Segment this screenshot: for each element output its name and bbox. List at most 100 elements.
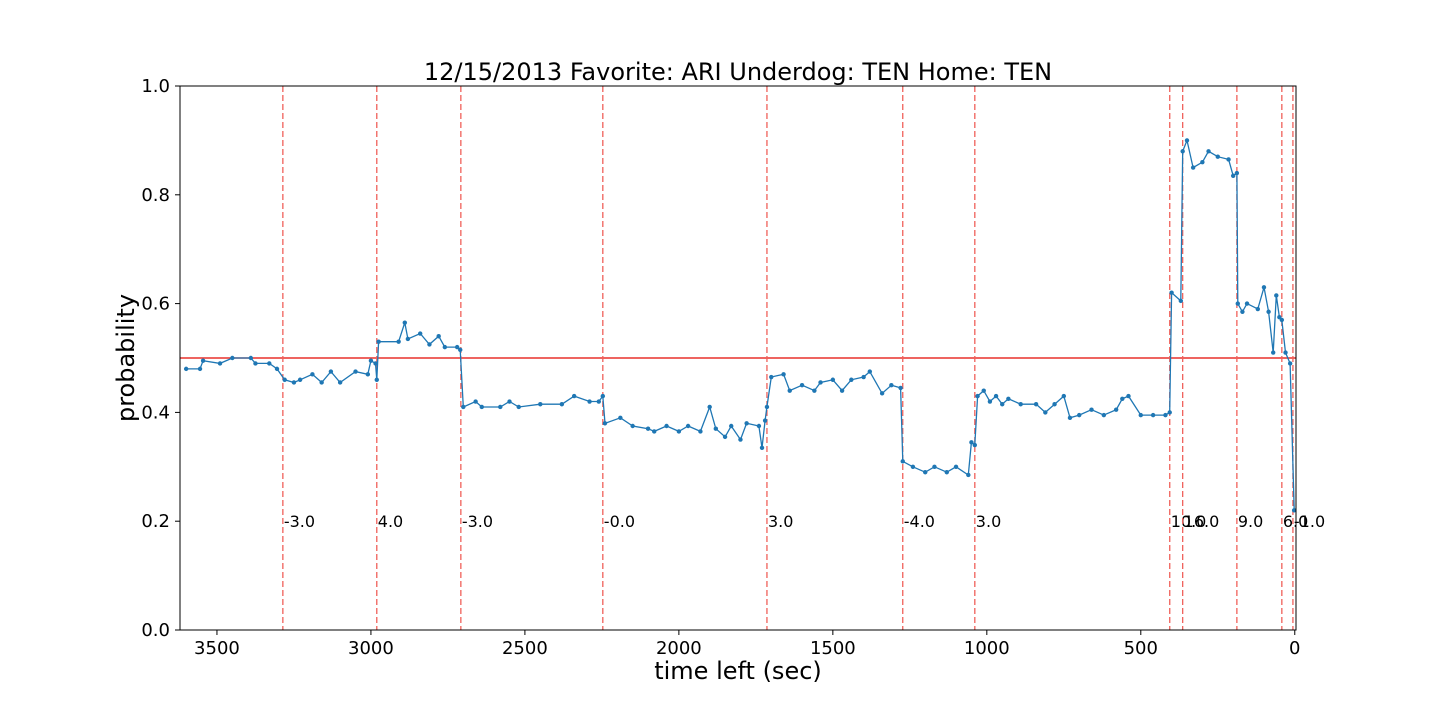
y-tick-label: 1.0 <box>141 76 170 97</box>
data-point <box>248 355 254 361</box>
data-point <box>645 426 651 431</box>
data-point <box>1067 415 1073 421</box>
data-point <box>1018 402 1023 407</box>
x-tick-label: 3500 <box>194 638 240 659</box>
data-point <box>762 418 768 423</box>
data-point <box>1279 317 1285 323</box>
data-point <box>1200 159 1205 165</box>
x-tick-label: 3000 <box>348 638 394 659</box>
data-point <box>969 440 974 445</box>
data-point <box>374 377 379 382</box>
data-point <box>600 393 606 399</box>
data-point <box>1180 149 1185 154</box>
data-point <box>1184 138 1190 143</box>
data-point <box>1163 412 1168 418</box>
data-point <box>376 339 381 344</box>
data-point <box>183 366 189 372</box>
data-point <box>230 355 235 361</box>
data-point <box>402 320 408 325</box>
data-point <box>764 404 770 410</box>
data-point <box>373 361 378 366</box>
data-point <box>458 347 463 353</box>
data-point <box>953 464 959 469</box>
y-tick-label: 0.2 <box>141 511 170 532</box>
data-point <box>337 380 343 385</box>
data-point <box>1190 165 1196 170</box>
data-point <box>944 470 949 475</box>
data-point <box>473 399 478 404</box>
data-point <box>538 402 543 407</box>
data-point <box>1126 393 1131 399</box>
event-label: 4.0 <box>378 512 403 531</box>
data-point <box>744 421 749 426</box>
data-point <box>1215 154 1220 159</box>
data-point <box>867 369 873 374</box>
data-point <box>1113 407 1119 412</box>
data-point <box>932 464 937 469</box>
data-point <box>1120 396 1125 401</box>
event-label: -4.0 <box>904 512 935 531</box>
data-point <box>1169 290 1174 295</box>
data-point <box>1150 412 1156 418</box>
data-point <box>849 377 854 382</box>
data-point <box>1291 508 1297 513</box>
data-point <box>602 421 608 426</box>
event-label: 9.0 <box>1238 512 1263 531</box>
data-point <box>1230 173 1236 178</box>
data-point <box>1235 301 1240 306</box>
data-point <box>217 361 223 366</box>
event-label: 3.0 <box>768 512 793 531</box>
data-point <box>274 366 280 372</box>
event-label: 10.0 <box>1171 512 1207 531</box>
event-label: -3.0 <box>462 512 493 531</box>
data-point <box>652 429 657 434</box>
data-point <box>310 372 315 377</box>
data-point <box>559 402 565 407</box>
data-point <box>781 372 786 377</box>
data-point <box>707 404 712 410</box>
data-point <box>769 374 774 380</box>
data-point <box>1274 293 1279 298</box>
data-point <box>1167 410 1172 415</box>
data-point <box>900 459 905 464</box>
x-tick-label: 2500 <box>502 638 548 659</box>
data-point <box>368 358 374 363</box>
data-point <box>966 472 971 478</box>
data-point <box>1261 285 1267 290</box>
y-tick-label: 0.8 <box>141 185 170 206</box>
data-point <box>1244 301 1250 306</box>
event-label: -3.0 <box>284 512 315 531</box>
data-point <box>1206 149 1211 154</box>
data-point <box>839 388 845 393</box>
data-point <box>1283 350 1288 355</box>
x-tick-label: 500 <box>1124 638 1158 659</box>
data-point <box>812 388 817 393</box>
data-point <box>879 391 885 396</box>
data-point <box>975 393 980 399</box>
data-point <box>759 445 765 450</box>
data-point <box>676 429 682 434</box>
data-line <box>186 138 1295 511</box>
data-point <box>461 404 466 410</box>
data-point <box>571 393 577 399</box>
x-tick-label: 2000 <box>656 638 702 659</box>
data-point <box>756 423 762 429</box>
data-point <box>297 377 303 382</box>
data-point <box>1043 410 1048 415</box>
data-point <box>197 366 203 372</box>
x-tick-label: 1500 <box>810 638 856 659</box>
data-point <box>713 426 719 431</box>
data-point <box>498 404 503 410</box>
data-point <box>1052 402 1057 407</box>
data-point <box>436 334 441 339</box>
data-point <box>596 399 602 404</box>
data-point <box>442 344 448 350</box>
data-point <box>282 377 287 382</box>
data-point <box>972 442 978 448</box>
data-point <box>787 388 792 393</box>
data-point <box>1266 309 1271 314</box>
data-point <box>987 399 993 404</box>
event-label: -0.0 <box>604 512 635 531</box>
